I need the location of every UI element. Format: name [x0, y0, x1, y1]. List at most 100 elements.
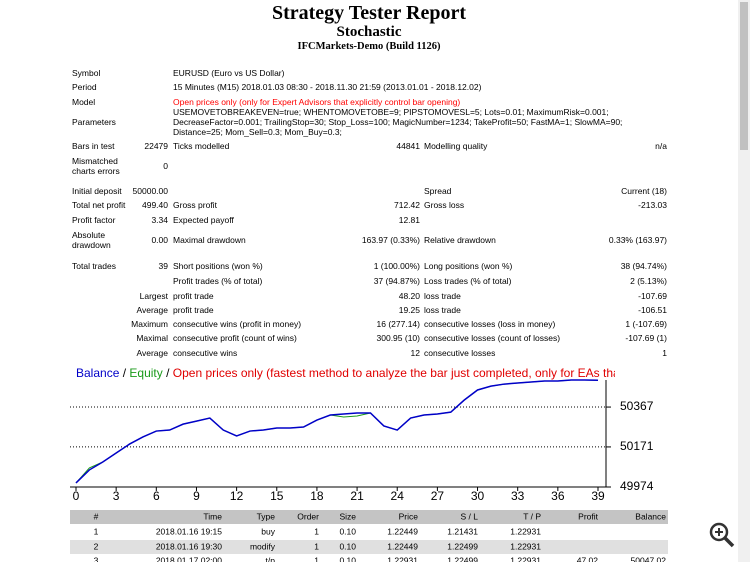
report-value: -107.69 — [638, 291, 667, 301]
report-label: Model — [72, 97, 96, 107]
report-label: loss trade — [424, 291, 461, 301]
report-label: 15 Minutes (M15) 2018.01.03 08:30 - 2018… — [173, 82, 482, 92]
x-tick-label: 24 — [391, 489, 405, 503]
x-tick-label: 30 — [471, 489, 485, 503]
x-tick-label: 18 — [310, 489, 324, 503]
table-cell: 2018.01.16 19:15 — [156, 526, 222, 536]
table-cell: 2018.01.17 02:00 — [156, 555, 222, 562]
report-value: 19.25 — [398, 305, 420, 315]
report-label: loss trade — [424, 305, 461, 315]
report-value: 0 — [163, 161, 168, 171]
table-header: Time — [203, 511, 222, 521]
table-cell: 1.21431 — [447, 526, 478, 536]
report-label: profit trade — [173, 291, 214, 301]
report-label: Initial deposit — [72, 186, 122, 196]
table-cell: 0.10 — [339, 541, 356, 551]
table-header: S / L — [461, 511, 479, 521]
legend-entry: Equity — [129, 366, 162, 380]
report-value: 1 — [662, 348, 667, 358]
report-value: 12 — [410, 348, 420, 358]
server: IFCMarkets-Demo (Build 1126) — [297, 41, 441, 52]
report-value: 39 — [158, 261, 168, 271]
table-header-bg — [70, 510, 668, 524]
report-label: Parameters — [72, 117, 116, 127]
table-cell: 1.22931 — [387, 555, 418, 562]
report-label: consecutive profit (count of wins) — [173, 333, 297, 343]
report-label: Total net profit — [72, 200, 126, 210]
table-cell: 1.22449 — [387, 526, 418, 536]
report-label: Period — [72, 82, 97, 92]
report-label: Maximal drawdown — [173, 235, 246, 245]
table-cell: 1 — [314, 555, 319, 562]
x-tick-label: 12 — [230, 489, 244, 503]
report-label: Absolute drawdown — [72, 230, 111, 250]
x-tick-label: 33 — [511, 489, 525, 503]
report-label: Expected payoff — [173, 215, 234, 225]
report-value: 22479 — [144, 141, 168, 151]
report-value: Maximal — [136, 333, 168, 343]
x-tick-label: 27 — [431, 489, 445, 503]
report-value: 37 (94.87%) — [373, 276, 420, 286]
report-value: 0.00 — [151, 235, 168, 245]
y-tick-label: 50171 — [620, 439, 654, 453]
report-label: Spread — [424, 186, 452, 196]
report-label: consecutive wins (profit in money) — [173, 319, 302, 329]
y-tick-label: 50367 — [620, 399, 654, 413]
table-header: Type — [257, 511, 276, 521]
report-label: consecutive losses (count of losses) — [424, 333, 561, 343]
report-label: profit trade — [173, 305, 214, 315]
report-value: 163.97 (0.33%) — [361, 235, 420, 245]
table-cell: modify — [250, 541, 276, 551]
table-cell: 1.22931 — [510, 555, 541, 562]
report-label: Short positions (won %) — [173, 261, 263, 271]
zoom-button[interactable] — [709, 522, 735, 548]
table-cell: 1 — [314, 541, 319, 551]
legend-note: Open prices only (fastest method to anal… — [173, 366, 624, 380]
report-value: 0.33% (163.97) — [608, 235, 667, 245]
table-cell: t/p — [266, 555, 276, 562]
report-label: Bars in test — [72, 141, 115, 151]
legend-separator: / — [123, 366, 127, 380]
report-label: EURUSD (Euro vs US Dollar) — [173, 68, 285, 78]
table-cell: 1.22499 — [447, 541, 478, 551]
report-label: Open prices only (only for Expert Adviso… — [173, 97, 461, 107]
report-label: Profit factor — [72, 215, 116, 225]
table-header: T / P — [523, 511, 541, 521]
report-label: consecutive losses — [424, 348, 496, 358]
report-value: -107.69 (1) — [625, 333, 667, 343]
report-value: -106.51 — [638, 305, 667, 315]
legend-entry: Balance — [76, 366, 120, 380]
report-value: 48.20 — [398, 291, 420, 301]
report-value: -213.03 — [638, 200, 667, 210]
series-line — [75, 379, 599, 484]
table-cell: 1.22931 — [510, 541, 541, 551]
report-label: Mismatched charts errors — [72, 156, 120, 176]
report-value: 50000.00 — [132, 186, 168, 196]
table-cell: 1 — [314, 526, 319, 536]
scrollbar-thumb[interactable] — [740, 2, 748, 150]
report-value: Largest — [139, 291, 168, 301]
table-header: Size — [339, 511, 356, 521]
x-tick-label: 39 — [591, 489, 605, 503]
table-cell: 2018.01.16 19:30 — [156, 541, 222, 551]
table-cell: 1.22449 — [387, 541, 418, 551]
table-cell: 0.10 — [339, 526, 356, 536]
table-cell: 47.02 — [577, 555, 599, 562]
report-label: consecutive losses (loss in money) — [424, 319, 556, 329]
report-label: Ticks modelled — [173, 141, 230, 151]
table-cell: 3 — [94, 555, 99, 562]
report-value: 44841 — [396, 141, 420, 151]
table-header: Profit — [578, 511, 598, 521]
x-tick-label: 0 — [73, 489, 80, 503]
x-tick-label: 21 — [350, 489, 364, 503]
report-label: Loss trades (% of total) — [424, 276, 512, 286]
table-header: # — [94, 511, 99, 521]
table-header: Balance — [635, 511, 666, 521]
table-cell: 1 — [94, 526, 99, 536]
report-label: Gross profit — [173, 200, 217, 210]
table-row-bg — [70, 540, 668, 554]
report-value: 1 (-107.69) — [625, 319, 667, 329]
table-header: Price — [399, 511, 419, 521]
y-tick-label: 49974 — [620, 479, 654, 493]
x-tick-label: 6 — [153, 489, 160, 503]
